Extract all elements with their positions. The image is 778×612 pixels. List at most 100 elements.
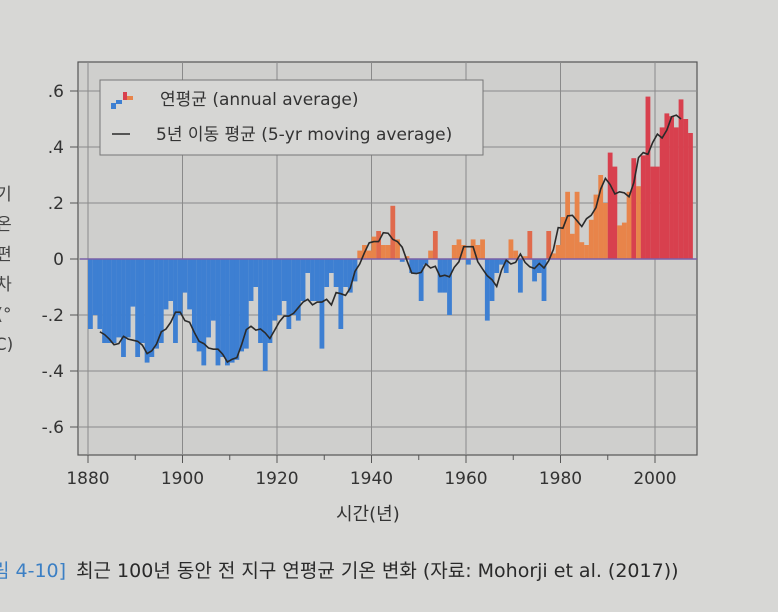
x-tick-label: 1980 (539, 469, 582, 489)
bar-1929 (319, 259, 325, 349)
bar-1896 (163, 259, 169, 310)
bar-1982 (569, 233, 575, 259)
bar-1962 (475, 245, 481, 259)
moving-average-line (99, 114, 682, 364)
bar-1976 (541, 259, 547, 301)
bar-1891 (139, 259, 145, 343)
bar-1971 (517, 259, 523, 293)
bar-1917 (262, 259, 268, 371)
x-tick-label: 1880 (66, 469, 109, 489)
bar-1966 (494, 259, 500, 273)
bar-1884 (106, 259, 112, 343)
bar-1957 (451, 245, 457, 259)
bar-1973 (527, 231, 533, 259)
bar-1899 (177, 259, 183, 315)
bar-1945 (395, 239, 400, 259)
bar-1997 (640, 155, 646, 259)
bar-1960 (466, 259, 471, 265)
bar-1988 (598, 175, 604, 259)
x-tick-label: 1960 (444, 469, 487, 489)
figure-number: 림 4-10] (0, 560, 67, 582)
bar-1963 (480, 239, 485, 259)
bar-1947 (404, 256, 410, 259)
bar-1949 (414, 259, 419, 273)
bar-1894 (154, 259, 159, 349)
bar-1978 (551, 253, 556, 259)
bar-1881 (92, 259, 98, 315)
bar-1907 (215, 259, 221, 366)
bar-1915 (253, 259, 259, 287)
bar-1964 (484, 259, 490, 321)
bar-1927 (310, 259, 315, 301)
legend: 연평균 (annual average) 5년 이동 평균 (5-yr movi… (99, 79, 484, 156)
bar-1950 (418, 259, 424, 301)
x-axis-label: 시간(년) (336, 504, 400, 525)
bar-1935 (347, 259, 353, 293)
bar-1930 (324, 259, 330, 287)
bar-1951 (423, 259, 429, 265)
y-tick-label: -.4 (42, 362, 64, 382)
bar-1910 (229, 259, 235, 363)
bar-1943 (385, 245, 391, 259)
y-tick-label: 0 (53, 250, 64, 270)
x-tick-label: 1940 (350, 469, 393, 489)
bar-1892 (144, 259, 150, 363)
bar-1919 (272, 259, 278, 321)
y-axis-label: 기온 편차 (°C) (0, 185, 14, 355)
x-axis: 1880 1900 1920 1940 1960 1980 2000 (66, 455, 677, 489)
bar-1972 (522, 256, 528, 259)
bar-2004 (673, 127, 679, 260)
y-tick-label: -.2 (42, 306, 64, 326)
bar-1970 (513, 250, 519, 259)
bar-1928 (314, 259, 320, 301)
bar-1942 (380, 245, 386, 259)
bar-1887 (121, 259, 126, 357)
bar-1974 (532, 259, 537, 282)
bar-1888 (125, 259, 131, 338)
legend-annual-average: 연평균 (annual average) (160, 90, 358, 110)
bar-1967 (499, 259, 504, 265)
bar-1984 (579, 242, 585, 259)
bar-1958 (456, 239, 462, 259)
bar-1993 (621, 222, 627, 259)
bar-1968 (503, 259, 509, 273)
bar-1912 (239, 259, 244, 352)
bar-1940 (371, 236, 377, 259)
bar-1893 (149, 259, 155, 357)
bar-1983 (574, 191, 580, 259)
bar-1902 (191, 259, 197, 343)
bar-1898 (173, 259, 178, 343)
bar-1904 (201, 259, 207, 366)
bar-1939 (366, 250, 372, 259)
bar-1882 (97, 259, 103, 329)
bar-1941 (376, 231, 382, 259)
bar-1969 (508, 239, 514, 259)
bar-1923 (291, 259, 296, 315)
bar-1952 (428, 250, 433, 259)
bar-1918 (267, 259, 273, 343)
bar-2007 (688, 133, 693, 259)
bar-1889 (130, 259, 136, 307)
x-tick-label: 2000 (633, 469, 676, 489)
bar-1991 (612, 166, 618, 259)
y-tick-label: .6 (48, 82, 64, 102)
bar-2003 (669, 116, 674, 259)
bar-1985 (584, 245, 589, 259)
bar-1989 (603, 203, 608, 259)
bar-1885 (111, 259, 117, 343)
bar-1959 (461, 245, 467, 259)
bar-2000 (655, 166, 660, 259)
bar-1998 (645, 96, 651, 259)
bar-1980 (560, 217, 566, 259)
x-tick-label: 1920 (255, 469, 298, 489)
bar-2005 (678, 99, 684, 260)
x-tick-label: 1900 (161, 469, 204, 489)
y-tick-label: .4 (48, 138, 64, 158)
bar-1990 (607, 152, 613, 259)
bar-1946 (399, 259, 405, 262)
bar-1900 (182, 259, 188, 293)
bar-1914 (248, 259, 254, 301)
bar-1886 (116, 259, 122, 338)
bar-2002 (664, 113, 670, 260)
